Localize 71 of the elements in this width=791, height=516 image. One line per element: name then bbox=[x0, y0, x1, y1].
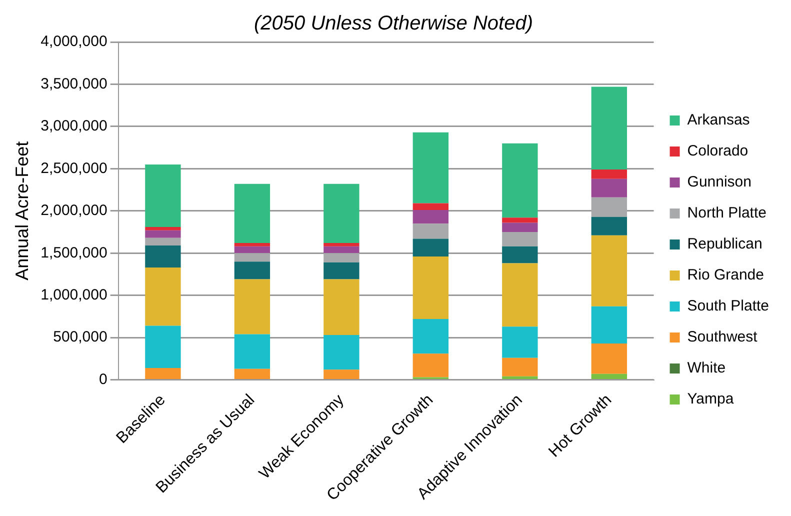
bar bbox=[591, 86, 628, 170]
bar bbox=[591, 170, 628, 179]
bar bbox=[324, 242, 360, 246]
bar bbox=[234, 279, 270, 334]
bar bbox=[324, 279, 360, 336]
bar bbox=[502, 376, 538, 380]
bar bbox=[145, 326, 181, 368]
legend-label: Rio Grande bbox=[687, 266, 764, 284]
bar bbox=[502, 246, 538, 264]
y-tick-label: 2,500,000 bbox=[40, 160, 108, 177]
bar bbox=[234, 253, 270, 262]
bar bbox=[502, 222, 538, 232]
bar bbox=[145, 230, 181, 238]
y-tick-label: 500,000 bbox=[53, 328, 108, 346]
legend-label: Gunnison bbox=[687, 174, 752, 191]
bar bbox=[412, 210, 449, 224]
legend-label: Colorado bbox=[687, 142, 748, 160]
bar bbox=[234, 242, 270, 246]
bar bbox=[145, 368, 181, 380]
y-tick-label: 1,500,000 bbox=[40, 244, 108, 262]
bar bbox=[145, 246, 181, 268]
legend-label: Yampa bbox=[687, 390, 734, 408]
bar bbox=[591, 374, 628, 380]
legend-label: Republican bbox=[687, 236, 762, 253]
bar bbox=[412, 132, 449, 204]
bar bbox=[324, 184, 360, 243]
bar bbox=[502, 232, 538, 246]
legend-label: South Platte bbox=[687, 298, 770, 315]
bar bbox=[145, 238, 181, 246]
y-axis-title: Annual Acre-Feet bbox=[12, 141, 32, 280]
bar bbox=[591, 306, 628, 344]
bar bbox=[234, 246, 270, 254]
bar bbox=[502, 326, 538, 358]
bar bbox=[324, 370, 360, 380]
bar bbox=[591, 178, 628, 198]
bar bbox=[324, 253, 360, 262]
bar bbox=[502, 263, 538, 327]
bar bbox=[234, 262, 270, 280]
bar bbox=[502, 218, 538, 223]
bar bbox=[591, 197, 628, 217]
bar bbox=[412, 238, 449, 257]
bar bbox=[145, 164, 181, 227]
bar bbox=[412, 203, 449, 210]
chart-subtitle: (2050 Unless Otherwise Noted) bbox=[254, 12, 534, 35]
bar bbox=[234, 368, 270, 380]
y-tick-label: 1,000,000 bbox=[40, 286, 108, 304]
bar bbox=[412, 256, 449, 320]
y-tick-label: 2,000,000 bbox=[40, 202, 108, 220]
legend-label: Southwest bbox=[687, 328, 758, 346]
bar bbox=[145, 267, 181, 326]
bar bbox=[234, 334, 270, 369]
legend-label: North Platte bbox=[687, 204, 766, 222]
bar bbox=[502, 358, 538, 376]
y-tick-label: 3,500,000 bbox=[40, 75, 108, 92]
bar bbox=[324, 246, 360, 254]
y-tick-label: 4,000,000 bbox=[40, 33, 108, 50]
bar bbox=[502, 143, 538, 218]
bar bbox=[324, 262, 360, 280]
bar bbox=[412, 224, 449, 239]
y-tick-label: 0 bbox=[98, 370, 108, 388]
bar bbox=[324, 335, 360, 370]
bar bbox=[591, 235, 628, 306]
bar bbox=[145, 226, 181, 230]
bar bbox=[412, 319, 449, 354]
bar bbox=[412, 354, 449, 378]
legend-label: Arkansas bbox=[687, 112, 750, 129]
bar bbox=[591, 216, 628, 236]
legend-label: White bbox=[687, 360, 726, 377]
bar bbox=[234, 184, 270, 243]
y-tick-label: 3,000,000 bbox=[40, 118, 108, 135]
bar bbox=[591, 343, 628, 374]
